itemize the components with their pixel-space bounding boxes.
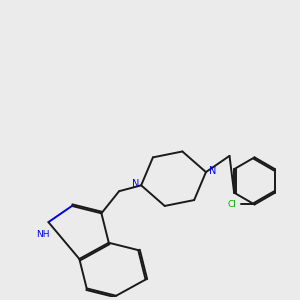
Text: N: N bbox=[132, 179, 139, 189]
Text: NH: NH bbox=[36, 230, 50, 239]
Text: Cl: Cl bbox=[228, 200, 237, 209]
Text: N: N bbox=[209, 166, 216, 176]
